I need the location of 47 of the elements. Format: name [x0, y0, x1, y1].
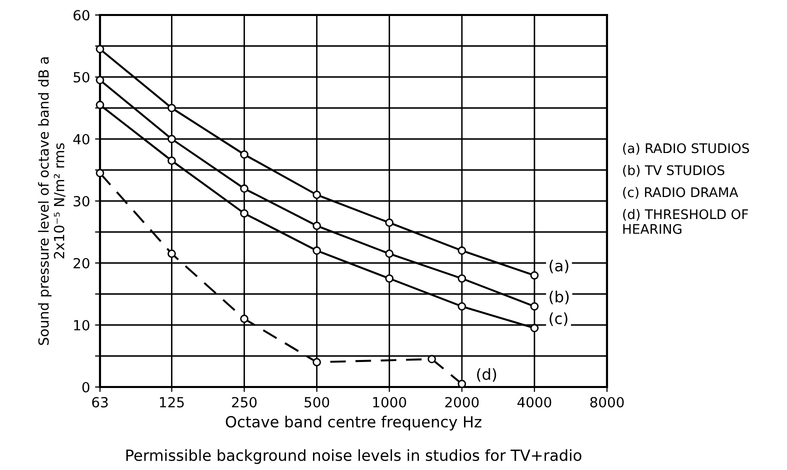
y-tick-label: 50 — [74, 72, 90, 82]
x-tick-label: 1000 — [373, 396, 406, 408]
y-tick-label: 30 — [74, 196, 90, 206]
y-tick-label: 40 — [73, 134, 90, 144]
x-tick-label: 250 — [232, 396, 257, 408]
point — [168, 104, 176, 112]
point — [385, 250, 394, 258]
series-label: (c) — [550, 312, 568, 326]
series-label: (d) — [477, 368, 496, 382]
y-tick-label: 60 — [74, 10, 90, 20]
x-tick-label: 8000 — [590, 396, 624, 408]
point — [385, 274, 394, 283]
point — [168, 134, 176, 144]
y-axis-title: Sound pressure level of octave band dB a 2x10⁻⁵ N/m² rms — [38, 57, 66, 345]
point — [530, 271, 539, 280]
x-tick-label: 4000 — [517, 396, 552, 408]
x-tick-label: 2000 — [445, 396, 479, 408]
point — [312, 246, 321, 255]
x-axis-title: Octave band centre frequency Hz — [226, 416, 482, 431]
point — [530, 324, 539, 332]
point — [458, 246, 466, 255]
text: Permissible background noise levels in studios for TV+radio — [126, 449, 582, 464]
point — [312, 190, 321, 199]
point — [240, 184, 248, 193]
text: (b) TV STUDIOS — [623, 165, 724, 177]
text: (c) RADIO DRAMA — [623, 187, 738, 199]
x-tick-label: 63 — [92, 396, 108, 408]
point — [458, 302, 466, 311]
point — [312, 358, 321, 366]
point — [168, 250, 176, 258]
x-tick-label: 125 — [160, 396, 184, 408]
y-tick-label: 20 — [74, 258, 90, 268]
y-tick-label: 10 — [74, 320, 90, 330]
point — [385, 218, 394, 227]
point — [240, 314, 248, 323]
text: (a) RADIO STUDIOS — [623, 143, 750, 155]
series-label: (a) — [550, 260, 568, 274]
y-tick-label: 0 — [82, 382, 90, 392]
text: (d) THRESHOLD OF HEARING — [623, 209, 748, 234]
point — [312, 222, 321, 230]
point — [240, 150, 248, 159]
point — [530, 302, 539, 311]
point — [458, 274, 466, 283]
series-label: (b) — [550, 290, 569, 304]
point — [240, 209, 248, 218]
point — [168, 156, 176, 165]
x-tick-label: 500 — [304, 396, 330, 408]
